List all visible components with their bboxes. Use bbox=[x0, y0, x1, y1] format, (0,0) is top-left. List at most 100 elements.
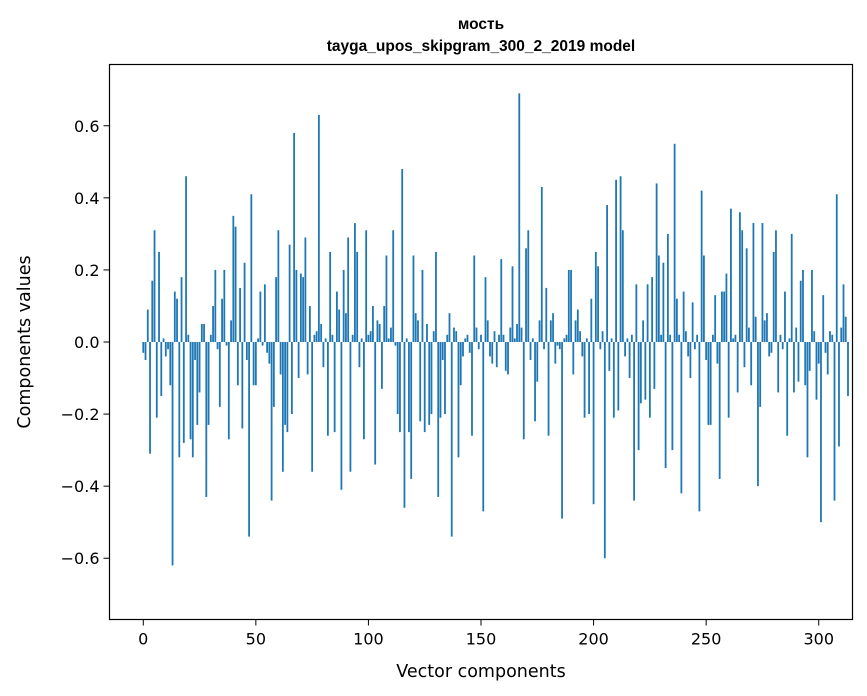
bar bbox=[626, 338, 629, 342]
bar bbox=[820, 342, 822, 523]
bar bbox=[608, 342, 611, 371]
bar bbox=[511, 266, 514, 342]
bar bbox=[637, 342, 640, 451]
bar bbox=[572, 342, 575, 375]
chart-title: мость bbox=[458, 16, 504, 33]
bar bbox=[189, 342, 192, 440]
bar bbox=[833, 342, 836, 501]
bar bbox=[405, 338, 408, 342]
bar bbox=[673, 143, 676, 342]
bar bbox=[293, 132, 296, 342]
bar bbox=[772, 251, 775, 342]
bar bbox=[340, 342, 343, 490]
bar bbox=[802, 269, 804, 342]
bar bbox=[277, 230, 280, 342]
bar bbox=[601, 331, 604, 342]
bar bbox=[356, 251, 359, 342]
bar bbox=[748, 327, 750, 342]
bar bbox=[446, 334, 449, 342]
bar bbox=[351, 334, 354, 342]
bar bbox=[538, 320, 541, 342]
x-tick-label: 200 bbox=[578, 630, 609, 649]
bar bbox=[408, 342, 410, 433]
x-tick-label: 300 bbox=[803, 630, 834, 649]
bar bbox=[493, 331, 496, 342]
bar bbox=[272, 342, 275, 407]
bar bbox=[669, 334, 672, 342]
bar bbox=[200, 323, 203, 342]
bar bbox=[727, 342, 730, 418]
bar bbox=[457, 342, 460, 458]
bar bbox=[149, 342, 151, 454]
x-axis-label: Vector components bbox=[396, 662, 565, 682]
bar bbox=[612, 342, 615, 418]
bar bbox=[162, 338, 165, 342]
bar bbox=[646, 284, 649, 342]
bar bbox=[840, 327, 843, 342]
bar bbox=[306, 342, 309, 375]
bar bbox=[336, 291, 338, 342]
bar bbox=[284, 342, 287, 425]
bar bbox=[209, 334, 212, 342]
bar bbox=[403, 342, 406, 508]
bar bbox=[169, 342, 172, 386]
bar bbox=[383, 305, 386, 342]
bar bbox=[320, 323, 323, 342]
bar bbox=[784, 291, 786, 342]
bar bbox=[327, 342, 329, 436]
bar bbox=[642, 320, 645, 342]
y-tick-label: −0.6 bbox=[61, 549, 100, 568]
plot-frame bbox=[108, 63, 854, 621]
bar bbox=[712, 334, 714, 342]
bar bbox=[464, 338, 467, 342]
bar bbox=[513, 338, 516, 342]
bar bbox=[392, 230, 395, 342]
bar bbox=[540, 187, 543, 342]
bar bbox=[534, 342, 536, 422]
bar bbox=[160, 342, 163, 397]
bar bbox=[311, 342, 314, 472]
bar bbox=[317, 114, 320, 342]
bar bbox=[817, 342, 820, 364]
bar bbox=[617, 342, 620, 411]
bar bbox=[354, 223, 356, 342]
bar bbox=[795, 327, 798, 342]
bar bbox=[475, 327, 478, 342]
bar bbox=[439, 342, 442, 418]
bar bbox=[826, 342, 829, 375]
bar bbox=[678, 334, 681, 342]
bar bbox=[414, 313, 417, 342]
bar bbox=[716, 342, 719, 364]
bar bbox=[387, 338, 390, 342]
bar bbox=[664, 342, 667, 469]
bar bbox=[763, 320, 766, 342]
bar bbox=[263, 284, 266, 342]
bar bbox=[689, 342, 692, 379]
bar bbox=[561, 342, 563, 519]
bar bbox=[243, 262, 246, 342]
bar bbox=[781, 342, 784, 350]
bar bbox=[308, 305, 311, 342]
bar bbox=[369, 331, 372, 342]
bar bbox=[146, 309, 149, 342]
bar bbox=[552, 313, 554, 342]
y-tick-label: 0.6 bbox=[74, 117, 99, 136]
bar bbox=[459, 342, 462, 386]
bar bbox=[473, 255, 476, 342]
bar bbox=[703, 255, 705, 342]
bar bbox=[684, 331, 687, 342]
bar bbox=[203, 323, 205, 342]
bar bbox=[799, 280, 802, 342]
bar bbox=[725, 273, 728, 342]
bar bbox=[522, 342, 525, 440]
x-tick-label: 150 bbox=[466, 630, 497, 649]
bar bbox=[606, 205, 608, 342]
bar bbox=[286, 342, 289, 433]
bar bbox=[313, 334, 316, 342]
y-tick-label: −0.4 bbox=[61, 477, 100, 496]
bar bbox=[176, 298, 178, 342]
bar bbox=[374, 342, 377, 465]
bar bbox=[847, 342, 849, 397]
bar bbox=[360, 338, 363, 342]
bar bbox=[666, 233, 669, 342]
